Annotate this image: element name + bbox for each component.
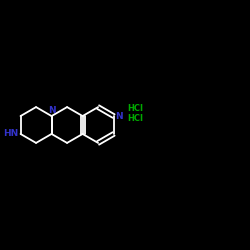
Text: N: N bbox=[116, 112, 123, 120]
Text: HN: HN bbox=[3, 130, 18, 138]
Text: HCl: HCl bbox=[127, 104, 143, 113]
Text: HCl: HCl bbox=[127, 114, 143, 123]
Text: N: N bbox=[48, 106, 55, 114]
